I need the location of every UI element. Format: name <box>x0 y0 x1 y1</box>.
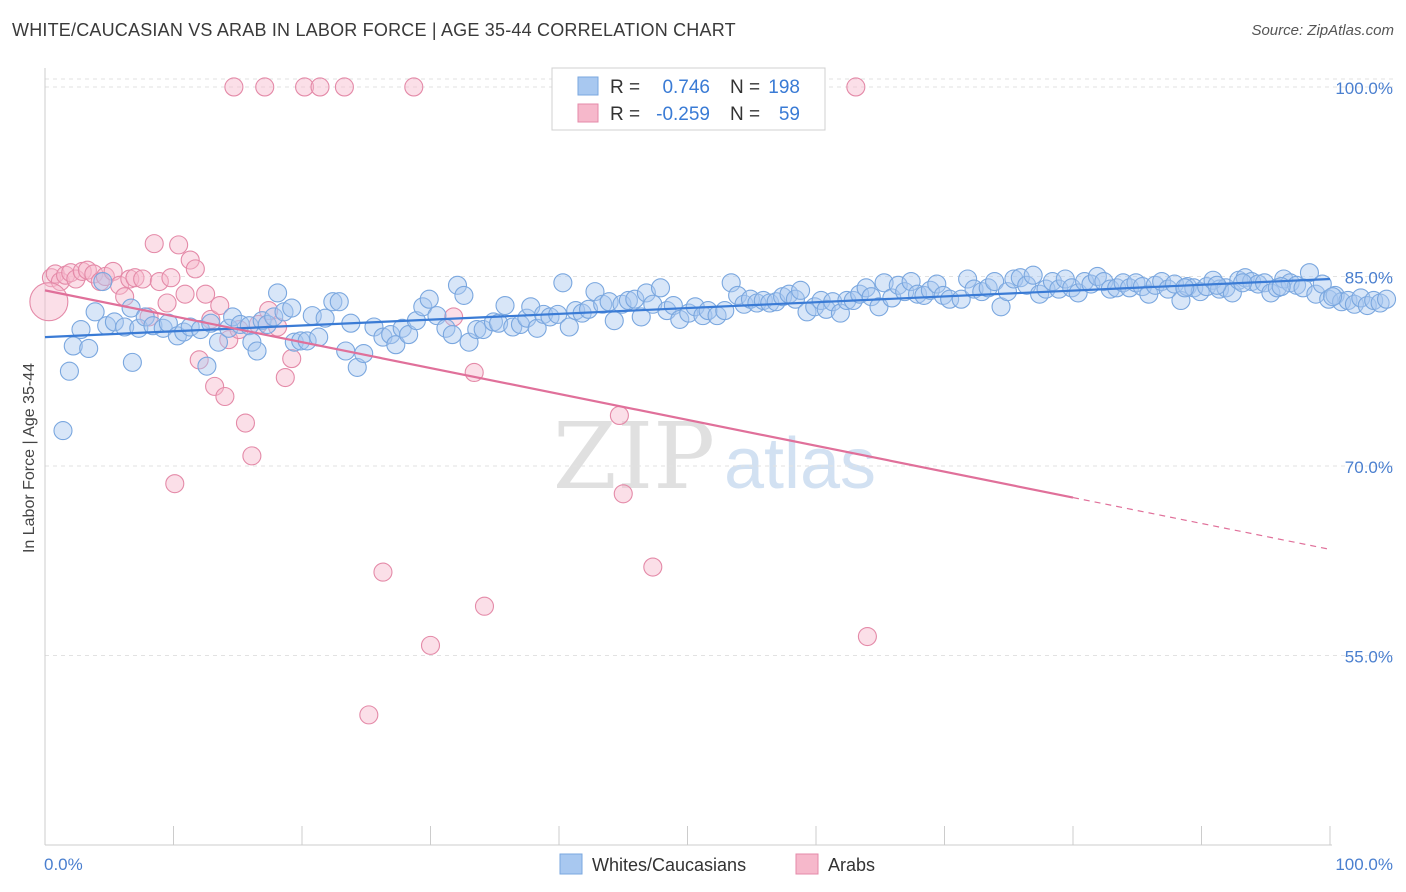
arab-point <box>225 78 243 96</box>
arab-points <box>30 78 877 724</box>
white-point <box>420 290 438 308</box>
arab-point <box>360 706 378 724</box>
bottom-legend-swatch-arab <box>796 854 818 874</box>
legend-r-label-arab: R = <box>610 104 640 125</box>
arab-point <box>610 406 628 424</box>
white-point <box>554 274 572 292</box>
arab-point <box>405 78 423 96</box>
x-tick-label-max: 100.0% <box>1335 855 1393 874</box>
arab-point <box>283 350 301 368</box>
arab-point <box>847 78 865 96</box>
arab-point <box>335 78 353 96</box>
white-point <box>94 273 112 291</box>
white-point <box>1378 290 1396 308</box>
white-point <box>605 312 623 330</box>
legend-r-value-arab: -0.259 <box>656 104 710 125</box>
white-point <box>60 362 78 380</box>
x-ticks <box>174 826 1331 845</box>
white-point <box>652 279 670 297</box>
legend-swatch-white <box>578 77 598 95</box>
legend: R = 0.746 N = 198 R = -0.259 N = 59 <box>552 68 825 130</box>
bottom-legend-label-white: Whites/Caucasians <box>592 855 746 875</box>
white-point <box>269 284 287 302</box>
arab-point <box>170 236 188 254</box>
x-tick-label-min: 0.0% <box>44 855 83 874</box>
arab-point <box>162 269 180 287</box>
white-point <box>1324 288 1342 306</box>
arab-point <box>475 597 493 615</box>
arab-point <box>236 414 254 432</box>
white-point <box>248 342 266 360</box>
white-point <box>455 286 473 304</box>
legend-r-value-white: 0.746 <box>662 77 710 98</box>
arab-point <box>216 387 234 405</box>
white-point <box>123 353 141 371</box>
white-point <box>198 357 216 375</box>
white-point <box>560 318 578 336</box>
white-point <box>1176 279 1194 297</box>
white-point <box>716 302 734 320</box>
bottom-legend: Whites/Caucasians Arabs <box>560 854 875 875</box>
white-point <box>283 299 301 317</box>
legend-n-label-white: N = <box>730 77 760 98</box>
gridlines <box>45 79 1395 655</box>
arab-point <box>644 558 662 576</box>
watermark-atlas: atlas <box>724 424 876 504</box>
legend-n-value-arab: 59 <box>779 104 800 125</box>
arab-point <box>614 485 632 503</box>
watermark-zip: ZIP <box>553 403 715 510</box>
arab-point <box>243 447 261 465</box>
bottom-legend-label-arab: Arabs <box>828 855 875 875</box>
scatter-chart: ZIP atlas 55.0% 70.0% 85.0% 100.0% 0.0% 100… <box>0 0 1406 892</box>
white-point <box>80 339 98 357</box>
white-point <box>792 281 810 299</box>
arab-trend-line-extension <box>1073 498 1330 550</box>
arab-point <box>145 235 163 253</box>
y-tick-labels: 55.0% 70.0% 85.0% 100.0% <box>1335 79 1393 667</box>
y-tick-label: 70.0% <box>1345 458 1393 477</box>
arab-point <box>256 78 274 96</box>
white-points <box>54 264 1396 440</box>
white-point <box>496 297 514 315</box>
arab-point <box>158 294 176 312</box>
white-point <box>330 293 348 311</box>
arab-point <box>166 475 184 493</box>
arab-point <box>30 283 68 321</box>
white-point <box>443 326 461 344</box>
arab-point <box>311 78 329 96</box>
arab-point <box>134 270 152 288</box>
legend-n-value-white: 198 <box>768 77 800 98</box>
legend-n-label-arab: N = <box>730 104 760 125</box>
arab-point <box>374 563 392 581</box>
white-point <box>1024 266 1042 284</box>
y-tick-label: 55.0% <box>1345 647 1393 666</box>
y-tick-label: 85.0% <box>1345 268 1393 287</box>
white-point <box>54 422 72 440</box>
arab-point <box>186 260 204 278</box>
arab-point <box>858 628 876 646</box>
legend-r-label-white: R = <box>610 77 640 98</box>
legend-swatch-arab <box>578 104 598 122</box>
arab-point <box>176 285 194 303</box>
y-tick-label: 100.0% <box>1335 79 1393 98</box>
y-axis-title: In Labor Force | Age 35-44 <box>21 363 38 553</box>
arab-point <box>422 636 440 654</box>
bottom-legend-swatch-white <box>560 854 582 874</box>
arab-point <box>276 369 294 387</box>
